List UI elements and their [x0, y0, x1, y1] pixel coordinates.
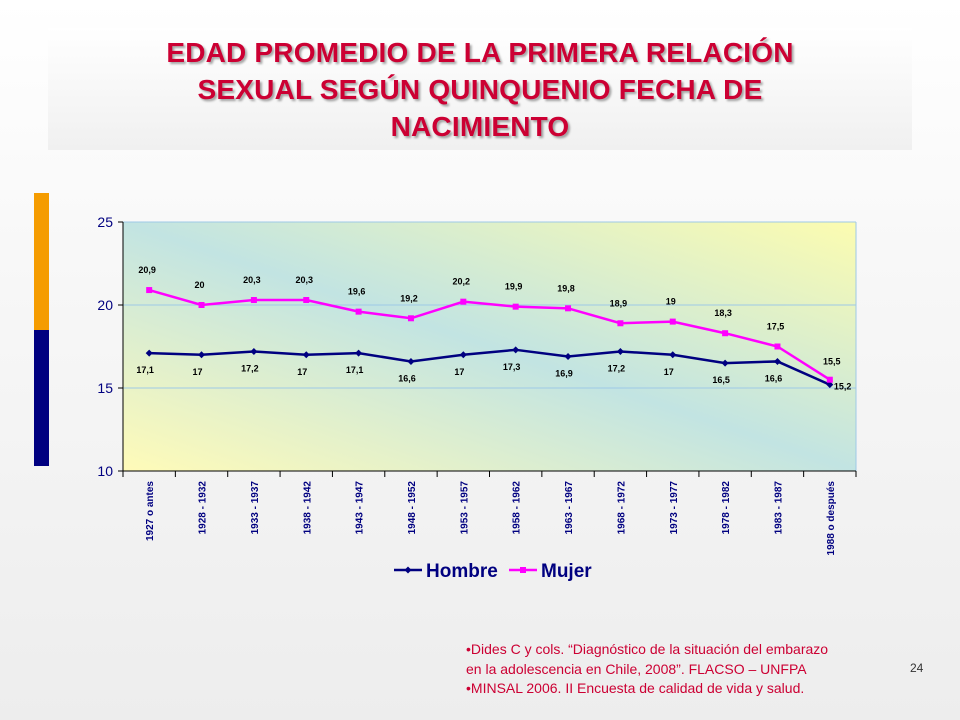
point-mujer	[774, 343, 781, 350]
data-label-mujer: 17,5	[767, 322, 785, 332]
data-label-mujer: 15,5	[823, 357, 841, 367]
y-tick-label: 10	[97, 463, 113, 479]
x-tick-label: 1983 - 1987	[773, 481, 784, 535]
x-tick-label: 1973 - 1977	[669, 481, 680, 535]
point-hombre	[459, 351, 467, 359]
point-hombre	[616, 347, 624, 355]
point-mujer	[669, 318, 676, 325]
data-label-hombre: 16,5	[712, 375, 730, 385]
accent-bar-blue	[34, 330, 49, 466]
data-label-hombre: 17	[297, 367, 307, 377]
point-mujer	[198, 302, 205, 308]
legend-marker-hombre	[404, 566, 412, 574]
x-tick-label: 1978 - 1982	[721, 481, 732, 535]
reference-line-3: •MINSAL 2006. II Encuesta de calidad de …	[466, 680, 805, 696]
page-number: 24	[910, 661, 924, 675]
point-hombre	[250, 347, 258, 355]
point-mujer	[460, 298, 467, 305]
data-label-hombre: 17	[664, 367, 674, 377]
data-label-hombre: 17,2	[241, 363, 259, 373]
x-tick-label: 1948 - 1952	[407, 481, 418, 535]
point-mujer	[826, 376, 833, 383]
point-mujer	[355, 308, 362, 315]
x-tick-label: 1963 - 1967	[564, 481, 575, 535]
data-label-hombre: 17,3	[503, 362, 521, 372]
point-hombre	[564, 352, 572, 360]
point-mujer	[565, 305, 572, 312]
point-hombre	[145, 349, 153, 357]
data-label-mujer: 18,9	[610, 298, 628, 308]
point-hombre	[826, 381, 834, 389]
data-label-mujer: 18,3	[714, 308, 732, 318]
data-label-mujer: 20	[195, 280, 205, 290]
point-mujer	[303, 297, 310, 304]
reference-line-2: en la adolescencia en Chile, 2008”. FLAC…	[466, 660, 807, 677]
data-label-hombre: 17	[193, 367, 203, 377]
x-tick-label: 1958 - 1962	[512, 481, 523, 535]
data-label-mujer: 19,8	[557, 283, 575, 293]
point-mujer	[407, 315, 414, 322]
data-label-hombre: 16,6	[765, 373, 783, 383]
series-line-mujer	[148, 288, 831, 381]
point-hombre	[302, 351, 310, 359]
point-mujer	[146, 287, 153, 294]
point-hombre	[721, 359, 729, 367]
x-tick-label: 1968 - 1972	[616, 481, 627, 535]
point-hombre	[407, 357, 415, 365]
plot-area	[123, 222, 856, 471]
title-band	[48, 28, 912, 150]
y-tick-label: 25	[97, 214, 113, 230]
x-tick-label: 1938 - 1942	[302, 481, 313, 535]
point-mujer	[722, 330, 729, 337]
legend-label-mujer: Mujer	[541, 561, 592, 582]
data-label-hombre: 15,2	[834, 382, 852, 392]
reference-line-1: •Dides C y cols. “Diagnóstico de la situ…	[466, 641, 829, 657]
point-hombre	[512, 346, 520, 354]
point-hombre	[669, 351, 677, 359]
x-tick-label: 1933 - 1937	[250, 481, 261, 535]
point-hombre	[198, 351, 206, 359]
y-tick-label: 20	[97, 297, 113, 313]
data-label-hombre: 17,1	[346, 365, 364, 375]
point-mujer	[250, 297, 257, 304]
slide-title: EDAD PROMEDIO DE LA PRIMERA RELACIÓN SEX…	[48, 34, 912, 145]
point-mujer	[617, 320, 624, 327]
data-label-mujer: 19	[666, 297, 676, 307]
data-label-mujer: 20,3	[295, 275, 313, 285]
x-tick-label: 1953 - 1957	[459, 481, 470, 535]
legend-label-hombre: Hombre	[426, 561, 498, 582]
data-label-hombre: 16,6	[398, 373, 416, 383]
point-hombre	[355, 349, 363, 357]
data-label-hombre: 17	[454, 367, 464, 377]
x-tick-label: 1988 o después	[826, 481, 837, 556]
title-line-1: EDAD PROMEDIO DE LA PRIMERA RELACIÓN	[166, 37, 794, 68]
data-label-mujer: 19,9	[505, 282, 523, 292]
y-tick-label: 15	[97, 380, 113, 396]
title-line-3: NACIMIENTO	[390, 111, 570, 142]
point-hombre	[773, 357, 781, 365]
accent-bar-orange	[34, 193, 49, 330]
data-label-mujer: 20,9	[138, 265, 156, 275]
point-mujer	[512, 303, 519, 310]
data-label-mujer: 19,6	[348, 287, 366, 297]
x-tick-label: 1927 o antes	[145, 481, 156, 541]
data-label-hombre: 16,9	[555, 368, 573, 378]
x-tick-label: 1928 - 1932	[198, 481, 209, 535]
references: •Dides C y cols. “Diagnóstico de la situ…	[466, 640, 906, 699]
title-line-2: SEXUAL SEGÚN QUINQUENIO FECHA DE	[197, 74, 763, 105]
series-line-hombre	[149, 348, 831, 386]
data-label-mujer: 19,2	[400, 293, 418, 303]
data-label-mujer: 20,2	[453, 277, 471, 287]
legend-marker-mujer	[520, 567, 526, 573]
data-label-hombre: 17,1	[136, 365, 154, 375]
x-tick-label: 1943 - 1947	[355, 481, 366, 535]
data-label-mujer: 20,3	[243, 275, 261, 285]
data-label-hombre: 17,2	[608, 363, 626, 373]
